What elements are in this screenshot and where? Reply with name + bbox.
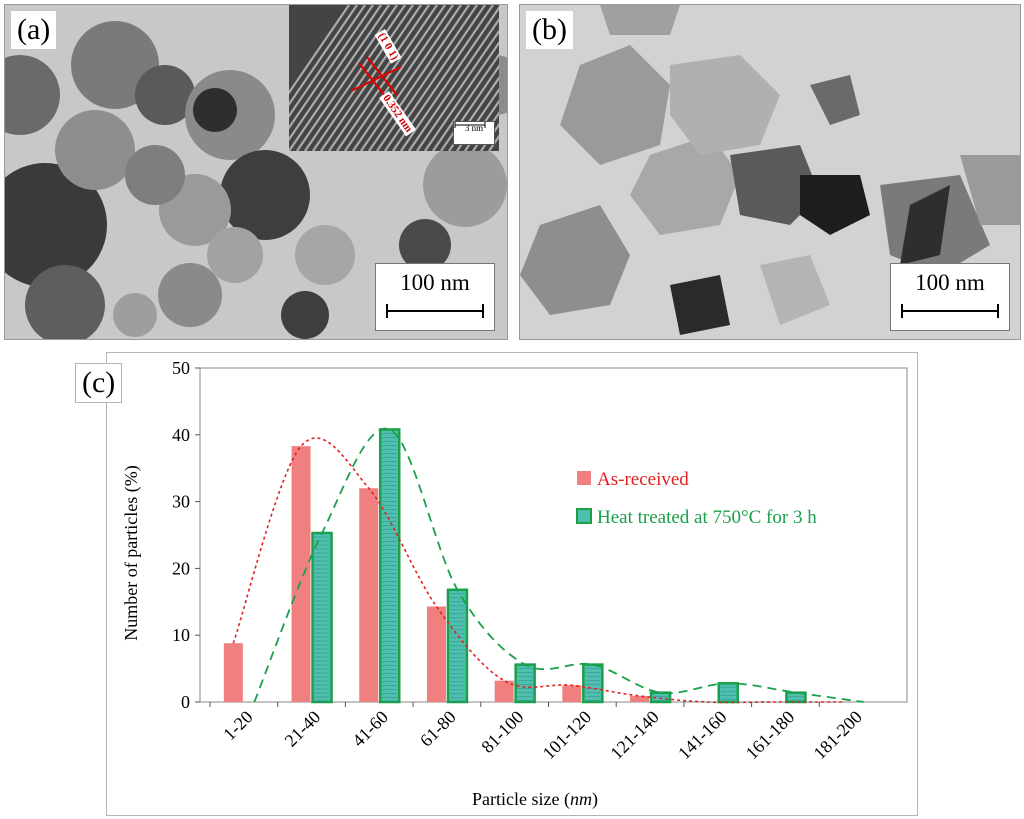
inset-scale-text: 3 nm xyxy=(464,123,484,133)
scale-bar-a-text: 100 nm xyxy=(400,270,470,295)
x-tick-label: 101-120 xyxy=(539,707,596,764)
inset-scale-bar: 3 nm xyxy=(453,121,495,145)
plot-border xyxy=(199,367,908,703)
scale-bar-b-text: 100 nm xyxy=(915,270,985,295)
hrtem-inset: (1 0 1) 0.352 nm 3 nm xyxy=(289,5,499,151)
x-tick-label: 1-20 xyxy=(219,707,256,744)
y-tick-label: 20 xyxy=(172,558,190,578)
scale-bar-b-line xyxy=(901,304,999,318)
curve-heat-treated xyxy=(253,427,864,703)
x-axis-label: Particle size (nm) xyxy=(472,789,598,810)
x-tick-label: 41-60 xyxy=(348,707,392,751)
x-axis: 1-20 21-40 41-60 61-80 81-100 101-120 121-140 1… xyxy=(209,702,866,764)
x-tick-label: 121-140 xyxy=(606,707,663,764)
y-tick-label: 10 xyxy=(172,625,190,645)
bar-as-received xyxy=(494,680,514,702)
x-tick-label: 141-160 xyxy=(674,707,731,764)
bar-series xyxy=(223,428,807,704)
bar-as-received xyxy=(630,695,650,702)
scale-bar-a-line xyxy=(386,304,484,318)
x-tick-label: 181-200 xyxy=(809,707,866,764)
scale-bar-b: 100 nm xyxy=(890,263,1010,331)
scale-bar-a: 100 nm xyxy=(375,263,495,331)
y-tick-label: 40 xyxy=(172,425,190,445)
x-tick-label: 161-180 xyxy=(742,707,799,764)
legend: As-received Heat treated at 750°C for 3 … xyxy=(576,469,817,528)
legend-swatch-as-received xyxy=(577,471,591,485)
panel-b-label: (b) xyxy=(526,11,573,49)
bar-as-received xyxy=(426,606,446,702)
bar-heat-treated xyxy=(785,691,807,704)
bar-heat-treated xyxy=(649,691,672,704)
legend-label-as-received: As-received xyxy=(597,469,689,490)
x-tick-label: 21-40 xyxy=(281,707,325,751)
y-tick-label: 0 xyxy=(181,692,190,712)
panel-a-label: (a) xyxy=(11,11,57,49)
bar-as-received xyxy=(223,643,243,702)
legend-swatch-heat-treated xyxy=(576,508,592,524)
y-tick-label: 50 xyxy=(172,358,190,378)
trend-curves xyxy=(232,427,864,704)
y-axis: 0 10 20 30 40 50 xyxy=(172,358,200,712)
bar-as-received xyxy=(562,685,582,702)
tem-image-as-received: (1 0 1) 0.352 nm 3 nm (a) 100 nm xyxy=(4,4,508,340)
x-tick-label: 61-80 xyxy=(416,707,460,751)
tem-image-heat-treated: (b) 100 nm xyxy=(519,4,1021,340)
chart-canvas: 0 10 20 30 40 50 1-20 21-40 41-60 61-80 81-100 101… xyxy=(121,358,908,810)
y-tick-label: 30 xyxy=(172,492,190,512)
bar-as-received xyxy=(291,446,311,702)
particle-size-chart: 0 10 20 30 40 50 1-20 21-40 41-60 61-80 81-100 101… xyxy=(75,352,918,816)
inset-scale-line xyxy=(454,122,486,128)
y-axis-label: Number of particles (%) xyxy=(121,465,142,640)
tem-micrograph-b xyxy=(520,5,1020,339)
x-tick-label: 81-100 xyxy=(477,707,527,757)
plot-area xyxy=(199,367,908,703)
panel-c-label: (c) xyxy=(75,363,123,403)
bar-as-received xyxy=(359,488,379,702)
legend-label-heat-treated: Heat treated at 750°C for 3 h xyxy=(597,507,817,528)
